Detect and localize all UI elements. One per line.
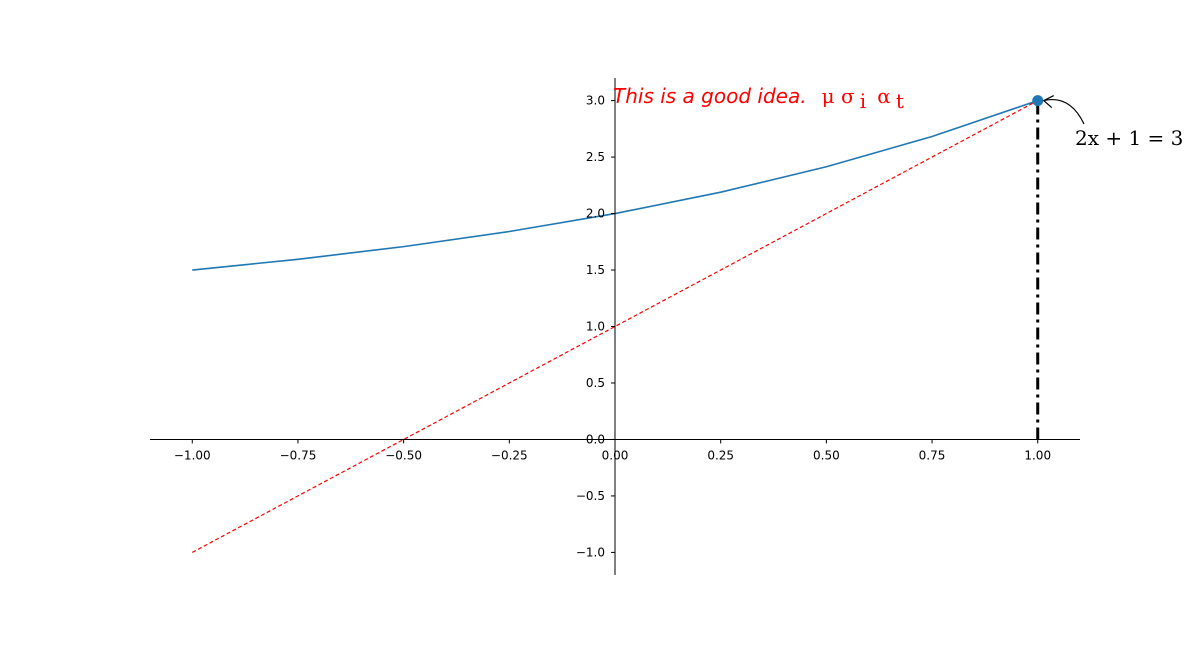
red-annotation-math: μ σ [822,84,855,108]
highlight-point [1032,95,1044,107]
y-tick-label: 2.5 [586,150,605,164]
x-tick-label: 0.50 [813,448,840,462]
x-tick-label: 1.00 [1024,448,1051,462]
red-annotation: This is a good idea. μ σ i α t [613,84,904,113]
red-annotation-math2: α [877,84,891,108]
x-tick-label: 0.00 [602,448,629,462]
y-tick-label: −1.0 [576,545,605,559]
y-tick-label: 3.0 [586,94,605,108]
y-tick-label: 0.0 [586,432,605,446]
y-tick-label: 0.5 [586,376,605,390]
y-tick-label: 1.0 [586,320,605,334]
red-annotation-sub-i: i [860,89,866,113]
x-tick-label: −0.75 [280,448,317,462]
red-annotation-text: This is a good idea. [613,84,807,108]
y-tick-label: 2.0 [586,207,605,221]
highlight-marks [1032,95,1044,440]
annotation-arrow [1043,99,1085,125]
x-tick-label: −0.25 [491,448,528,462]
annotation-arrowhead [1042,95,1054,109]
x-axis-ticks: −1.00 −0.75 −0.50 −0.25 0.00 0.25 0.50 0.75 1.00 [174,439,1051,462]
x-tick-label: −0.50 [385,448,422,462]
x-tick-label: −1.00 [174,448,211,462]
x-tick-label: 0.75 [919,448,946,462]
equation-annotation: 2x + 1 = 3 [1075,126,1183,150]
y-tick-label: 1.5 [586,263,605,277]
series-tangent-line [191,100,1039,553]
x-tick-label: 0.25 [707,448,734,462]
red-annotation-sub-t: t [896,89,904,113]
y-axis-ticks: −1.0 −0.5 0.0 0.5 1.0 1.5 2.0 2.5 3.0 [576,94,615,559]
y-tick-label: −0.5 [576,489,605,503]
